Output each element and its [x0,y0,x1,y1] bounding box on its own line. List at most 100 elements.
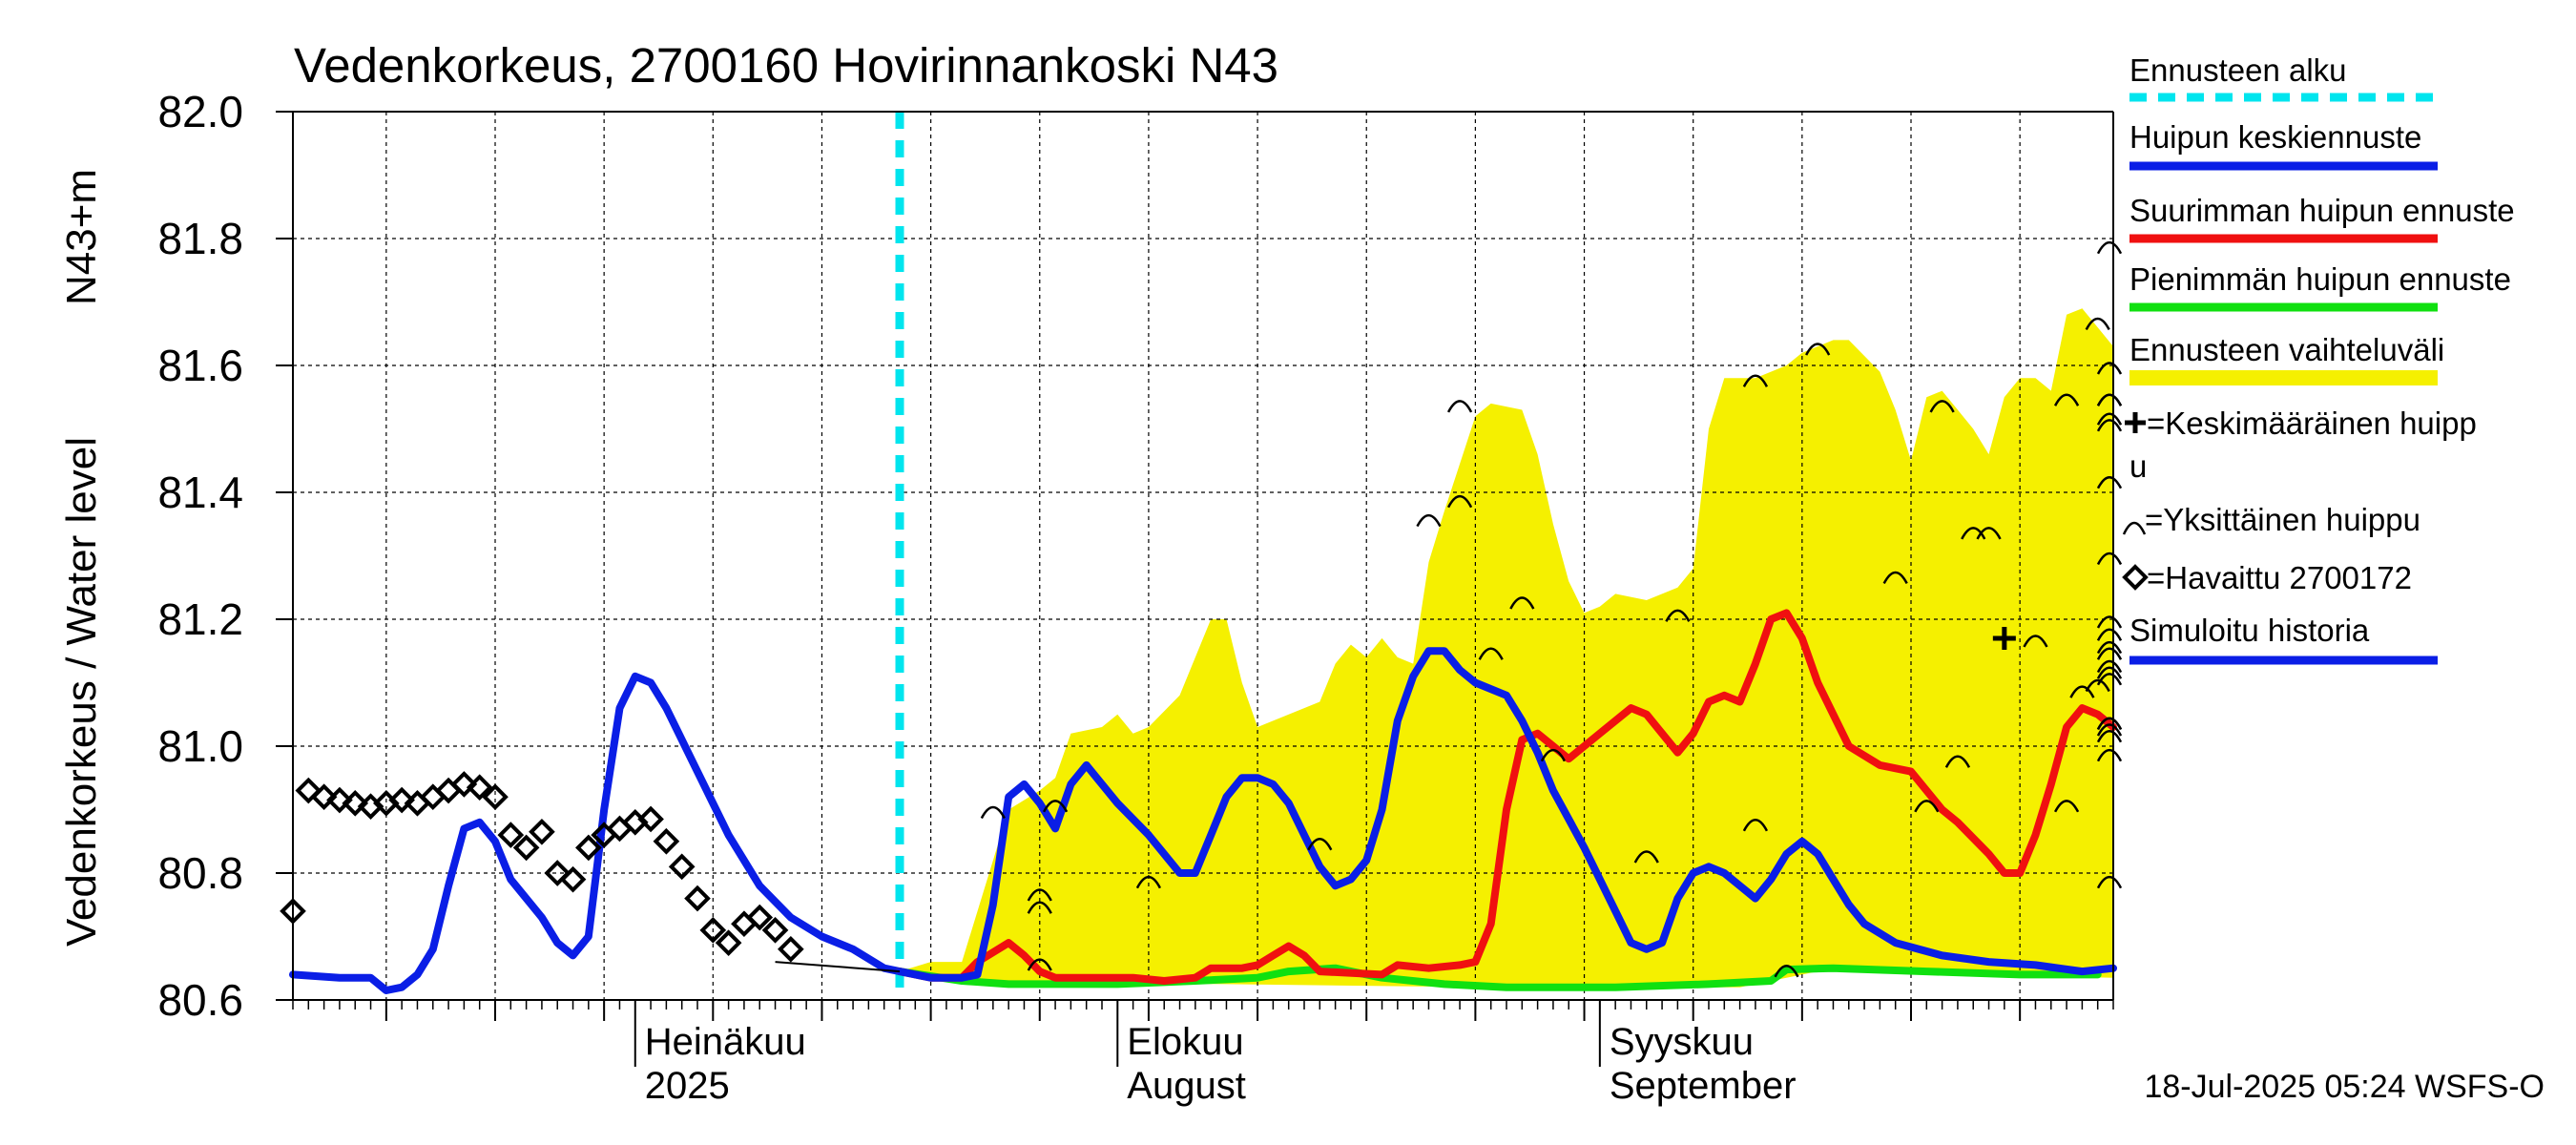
single-peak-marker [980,805,1006,820]
observed-point [778,935,804,963]
series-line-min [896,964,2102,991]
footer-timestamp: 18-Jul-2025 05:24 WSFS-O [2144,1069,2545,1105]
legend-label-forecast_start: Ennusteen alku [2129,52,2347,88]
observed-point [529,818,555,845]
legend-label-mean: Huipun keskiennuste [2129,119,2421,155]
single-peak-marker [1478,647,1504,660]
single-peak-marker [1027,958,1052,971]
series-line-mean [896,647,2117,982]
x-month-label: Syyskuu [1610,1021,1754,1063]
observed-point [342,790,369,817]
single-peak-marker [1027,888,1052,902]
single-peak-marker [1446,400,1473,413]
single-peak-marker [1416,513,1442,528]
observed-point [637,805,664,833]
legend-label-observed: =Havaittu 2700172 [2147,560,2412,595]
single-peak-marker [2096,419,2123,432]
chart-title: Vedenkorkeus, 2700160 Hovirinnankoski N4… [294,38,1278,93]
observed-point [482,783,509,811]
observed-point [761,917,789,944]
observed-point [559,865,587,893]
single-peak-marker [1742,374,1769,387]
observed-point [575,834,602,862]
single-peak-marker [1135,875,1162,889]
series-layer [289,112,2117,1000]
single-peak-marker [2096,647,2123,660]
single-peak-marker [2096,628,2123,641]
single-peak-marker [1882,571,1908,585]
observed-point [310,783,338,811]
observed-point [715,929,742,956]
legend-swatch-avg-peak [2125,412,2146,433]
y-axis-unit: N43+m [58,169,105,305]
series-line-max [896,609,2117,985]
legend-label-max: Suurimman huipun ennuste [2129,193,2515,228]
x-month-sublabel: 2025 [645,1065,730,1107]
single-peak-marker [2096,748,2123,762]
single-peak-marker [2085,678,2110,693]
single-peak-marker [1633,850,1659,864]
legend-label-min: Pienimmän huipun ennuste [2129,261,2511,297]
observed-point [497,822,525,848]
single-peak-marker [2096,666,2123,679]
single-peak-marker [2096,552,2123,566]
single-peak-marker [2023,635,2048,648]
single-peak-marker [1976,527,2002,540]
observed-point [746,904,774,931]
y-tick-label: 81.2 [157,594,243,644]
observed-point [466,774,493,802]
observed-point [653,827,680,855]
forecast-range-area [900,239,2113,988]
single-peak-marker [1914,800,1940,813]
y-tick-label: 81.8 [157,214,243,263]
y-tick-label: 80.8 [157,848,243,898]
single-peak-marker [1961,527,1986,540]
observed-point [450,771,478,798]
single-peak-marker [1774,965,1799,978]
single-peak-marker [2069,685,2095,698]
single-peak-marker [2096,729,2123,743]
legend-label-single-peak: =Yksittäinen huippu [2145,502,2420,537]
observed-join-line [775,961,901,973]
marker-layer [280,240,2123,978]
single-peak-marker [1805,343,1831,356]
single-peak-marker [2096,412,2123,426]
observed-point [684,885,711,912]
observed-point [668,853,696,881]
x-month-label: Elokuu [1127,1021,1243,1063]
single-peak-marker [1929,400,1955,413]
single-peak-marker [1446,494,1473,509]
x-month-sublabel: August [1127,1065,1246,1107]
single-peak-marker [2085,317,2110,331]
single-peak-marker [2096,362,2123,375]
y-axis-label: Vedenkorkeus / Water level [58,437,105,947]
legend-swatch-observed [2122,564,2149,591]
single-peak-marker [2096,723,2123,737]
observed-point [388,786,415,814]
series-line-simulated [289,672,904,994]
single-peak-marker [1307,838,1333,851]
single-peak-marker [2096,393,2123,406]
single-peak-marker [2053,393,2080,406]
x-month-sublabel: September [1610,1065,1797,1107]
single-peak-marker [1540,748,1567,762]
observed-point [512,834,540,862]
y-tick-label: 81.0 [157,721,243,771]
legend-label-avg-peak-cont: u [2129,448,2147,484]
single-peak-marker [1509,596,1535,610]
y-tick-label: 80.6 [157,975,243,1025]
x-month-label: Heinäkuu [645,1021,806,1063]
observed-point [295,777,322,804]
single-peak-marker [2096,240,2123,255]
single-peak-marker [1042,800,1069,813]
single-peak-marker [2096,673,2123,686]
single-peak-marker [2053,800,2080,813]
single-peak-marker [2096,875,2123,889]
single-peak-marker [2096,475,2123,489]
forecast-range-band [900,239,2113,988]
single-peak-marker [1742,819,1769,832]
y-tick-label: 81.4 [157,468,243,517]
y-tick-label: 82.0 [157,87,243,136]
y-tick-label: 81.6 [157,341,243,390]
